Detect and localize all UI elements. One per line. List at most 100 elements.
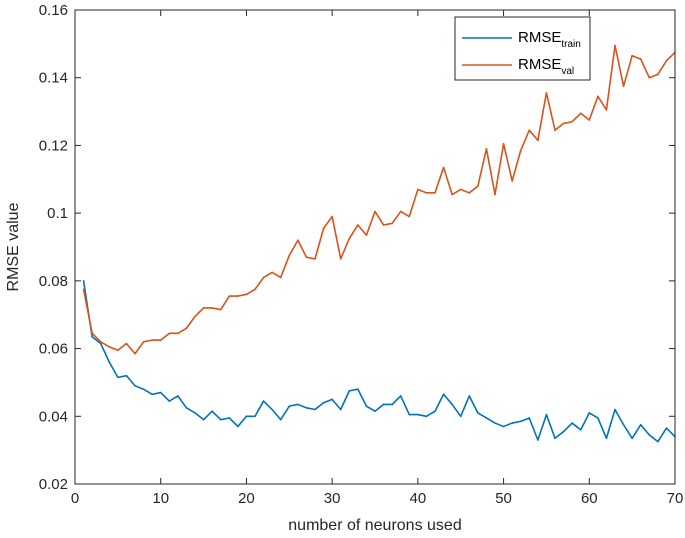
data-point-train: [331, 398, 333, 401]
data-point-val: [151, 339, 153, 341]
data-point-val: [391, 222, 393, 225]
data-point-val: [665, 59, 668, 62]
data-point-val: [142, 341, 145, 343]
legend-label-val: RMSEval: [518, 56, 574, 77]
data-point-train: [588, 412, 591, 414]
series-line-val: [82, 44, 676, 355]
data-point-val: [459, 188, 462, 191]
data-point-val: [545, 92, 548, 94]
data-point-val: [425, 192, 428, 194]
data-point-train: [519, 420, 522, 423]
data-point-val: [305, 256, 308, 258]
data-point-train: [494, 422, 496, 424]
data-point-val: [331, 215, 333, 218]
data-point-train: [271, 408, 273, 411]
data-point-val: [134, 352, 136, 355]
data-point-val: [125, 342, 128, 345]
data-point-val: [579, 112, 582, 115]
data-point-train: [468, 395, 471, 397]
data-point-val: [228, 295, 231, 297]
data-point-train: [408, 413, 411, 416]
data-point-val: [519, 149, 522, 152]
data-point-val: [262, 276, 265, 279]
y-tick-label: 0.06: [39, 341, 68, 358]
legend-label-train-main: RMSE: [518, 29, 561, 46]
data-point-val: [605, 109, 608, 111]
x-tick-label: 10: [152, 490, 169, 507]
x-tick-label: 50: [495, 490, 512, 507]
data-point-train: [262, 400, 265, 402]
data-point-val: [219, 308, 222, 311]
data-point-train: [211, 410, 213, 413]
data-point-train: [391, 403, 393, 406]
data-point-train: [554, 437, 556, 440]
y-tick-label: 0.12: [39, 137, 68, 154]
data-point-val: [314, 258, 316, 260]
data-point-val: [297, 239, 299, 242]
data-point-train: [511, 422, 513, 424]
data-point-val: [288, 254, 291, 257]
data-point-train: [622, 423, 625, 426]
series-layer: [82, 44, 676, 443]
data-point-train: [545, 413, 548, 416]
data-point-train: [108, 361, 111, 363]
data-point-val: [622, 85, 625, 87]
y-tick-label: 0.16: [39, 2, 68, 19]
data-point-val: [408, 215, 411, 218]
data-point-train: [614, 408, 616, 411]
data-point-val: [648, 76, 651, 79]
data-point-train: [134, 385, 136, 387]
data-point-train: [322, 401, 325, 404]
data-point-val: [588, 119, 591, 121]
data-point-val: [528, 129, 531, 131]
data-point-val: [468, 192, 471, 194]
y-tick-label: 0.1: [47, 205, 68, 222]
data-point-val: [631, 54, 633, 57]
data-point-train: [502, 425, 505, 428]
data-point-train: [459, 415, 462, 418]
data-point-val: [254, 288, 256, 291]
data-point-val: [657, 73, 659, 76]
legend-label-train-sub: train: [561, 39, 580, 50]
data-point-val: [374, 210, 376, 213]
y-axis-label: RMSE value: [5, 202, 22, 291]
data-point-train: [657, 440, 659, 443]
y-tick-label: 0.14: [39, 70, 68, 87]
data-point-val: [485, 148, 488, 150]
x-tick-label: 0: [71, 490, 79, 507]
data-point-train: [305, 407, 308, 409]
data-point-train: [288, 405, 291, 407]
data-point-train: [194, 412, 196, 414]
data-point-val: [168, 332, 171, 335]
data-point-val: [442, 166, 445, 169]
y-tick-label: 0.04: [39, 408, 68, 425]
data-point-train: [151, 393, 153, 396]
data-point-train: [477, 412, 479, 414]
data-point-val: [177, 332, 179, 335]
data-point-train: [528, 417, 531, 419]
data-point-train: [631, 437, 633, 440]
axes-frame: [74, 9, 676, 485]
data-point-val: [185, 327, 188, 330]
data-point-train: [639, 423, 642, 426]
data-point-val: [348, 237, 351, 240]
x-tick-label: 40: [410, 490, 427, 507]
data-point-train: [365, 405, 368, 407]
data-point-train: [399, 395, 402, 397]
data-point-val: [562, 122, 565, 125]
data-point-val: [502, 142, 505, 145]
data-point-train: [579, 429, 582, 431]
data-point-val: [108, 346, 111, 348]
data-point-train: [374, 410, 376, 413]
data-point-val: [271, 271, 273, 274]
data-point-train: [562, 430, 565, 433]
x-tick-label: 70: [667, 490, 684, 507]
data-point-val: [357, 224, 359, 226]
axes-layer: [74, 9, 676, 485]
data-point-train: [91, 335, 93, 338]
data-point-train: [82, 280, 85, 282]
data-point-val: [451, 193, 453, 196]
y-tick-label: 0.08: [39, 273, 68, 290]
data-point-val: [322, 227, 325, 230]
data-point-train: [665, 427, 668, 429]
